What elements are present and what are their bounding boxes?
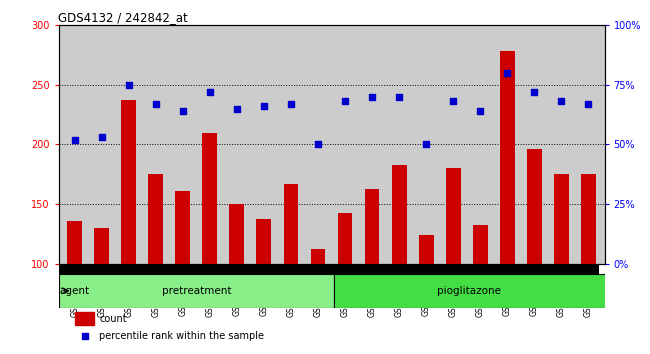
Bar bbox=[554, 175, 569, 264]
Text: pretreatment: pretreatment bbox=[162, 286, 231, 296]
Bar bbox=[68, 221, 82, 264]
Bar bbox=[122, 100, 136, 264]
Bar bbox=[142, 25, 169, 264]
Bar bbox=[176, 191, 190, 264]
Bar bbox=[94, 228, 109, 264]
Text: pioglitazone: pioglitazone bbox=[437, 286, 501, 296]
Point bbox=[313, 142, 323, 147]
Bar bbox=[202, 132, 217, 264]
Bar bbox=[548, 25, 575, 264]
Bar bbox=[115, 25, 142, 264]
Bar bbox=[473, 225, 488, 264]
Bar bbox=[385, 25, 413, 264]
Point bbox=[79, 333, 90, 339]
Point bbox=[340, 98, 350, 104]
Point bbox=[556, 98, 566, 104]
Bar bbox=[196, 25, 224, 264]
Text: percentile rank within the sample: percentile rank within the sample bbox=[99, 331, 265, 341]
Point bbox=[70, 137, 80, 143]
Bar bbox=[439, 25, 467, 264]
Point bbox=[448, 98, 458, 104]
Bar bbox=[311, 249, 326, 264]
Bar bbox=[257, 219, 271, 264]
Point bbox=[529, 89, 539, 95]
Bar bbox=[334, 274, 616, 308]
Bar bbox=[365, 189, 380, 264]
Bar bbox=[494, 25, 521, 264]
Bar bbox=[359, 25, 385, 264]
Point bbox=[151, 101, 161, 107]
Bar bbox=[88, 25, 115, 264]
Point bbox=[394, 94, 404, 99]
Point bbox=[475, 108, 486, 114]
Bar bbox=[58, 264, 599, 274]
Bar bbox=[304, 25, 332, 264]
Text: GDS4132 / 242842_at: GDS4132 / 242842_at bbox=[58, 11, 188, 24]
Point bbox=[259, 103, 269, 109]
Bar bbox=[58, 274, 334, 308]
Point bbox=[367, 94, 377, 99]
Bar bbox=[250, 25, 278, 264]
Bar bbox=[224, 25, 250, 264]
Bar bbox=[521, 25, 548, 264]
Bar bbox=[500, 51, 515, 264]
Bar bbox=[75, 312, 94, 325]
Point bbox=[421, 142, 432, 147]
Point bbox=[124, 82, 134, 87]
Bar bbox=[337, 213, 352, 264]
Text: agent: agent bbox=[59, 286, 89, 296]
Text: count: count bbox=[99, 314, 127, 324]
Point bbox=[502, 70, 512, 75]
Bar bbox=[148, 175, 163, 264]
Point bbox=[286, 101, 296, 107]
Bar bbox=[169, 25, 196, 264]
Point bbox=[231, 106, 242, 112]
Bar bbox=[61, 25, 88, 264]
Bar bbox=[229, 204, 244, 264]
Bar bbox=[278, 25, 304, 264]
Bar bbox=[413, 25, 439, 264]
Bar bbox=[283, 184, 298, 264]
Bar bbox=[575, 25, 602, 264]
Bar bbox=[581, 175, 595, 264]
Point bbox=[97, 135, 107, 140]
Bar bbox=[446, 169, 461, 264]
Bar bbox=[467, 25, 494, 264]
Bar bbox=[392, 165, 406, 264]
Bar bbox=[526, 149, 541, 264]
Bar bbox=[332, 25, 359, 264]
Point bbox=[205, 89, 215, 95]
Point bbox=[583, 101, 593, 107]
Point bbox=[177, 108, 188, 114]
Bar bbox=[419, 235, 434, 264]
